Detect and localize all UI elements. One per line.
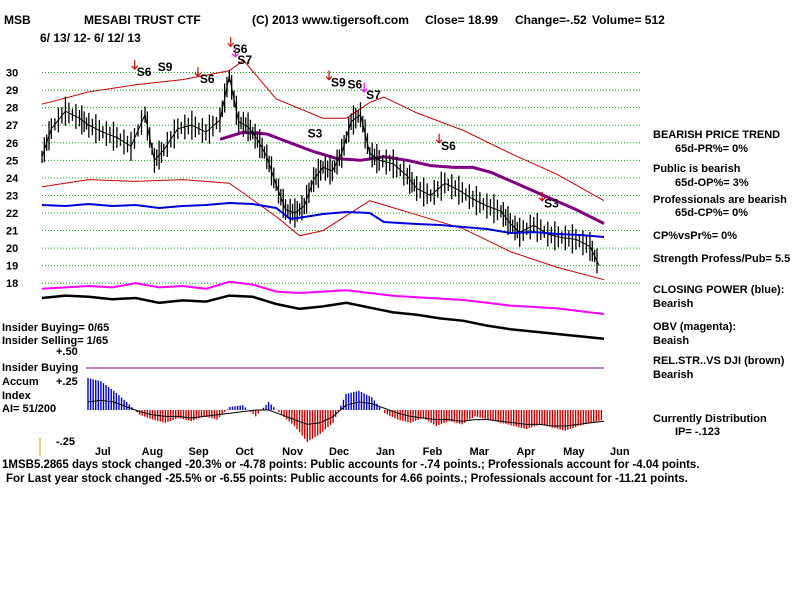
obv-line — [41, 280, 605, 315]
month-label-jun: Jun — [610, 446, 630, 458]
signal-label-3: S6 — [233, 42, 248, 56]
y-axis-ticks: 30 29 28 27 26 25 24 23 22 21 20 19 18 — [6, 68, 19, 291]
signal-label-1: S9 — [158, 60, 173, 74]
signal-label-6: S6 — [347, 77, 362, 91]
accumulation-index — [39, 367, 605, 456]
signal-label-5: S9 — [331, 76, 346, 90]
obv-status: Beaish — [653, 335, 689, 347]
pr-percent: 65d-PR%= 0% — [675, 143, 748, 155]
month-label-may: May — [563, 446, 585, 458]
lower-band-line — [41, 179, 605, 281]
ticker-label: MSB — [4, 13, 31, 27]
signal-label-7: S7 — [366, 88, 381, 102]
moving-average-line — [219, 130, 605, 225]
relstr-status: Bearish — [653, 369, 694, 381]
bottom-line-2: For Last year stock changed -25.5% or -6… — [6, 473, 688, 485]
y-tick-25: 25 — [6, 155, 18, 167]
closing-power-line — [41, 201, 605, 238]
relative-strength-line — [41, 294, 605, 341]
signal-arrow-9 — [435, 133, 443, 144]
distribution-status: Currently Distribution — [653, 413, 767, 425]
index-label: Index — [2, 390, 32, 402]
insider-buying-label: Insider Buying — [2, 362, 78, 374]
signal-label-0: S6 — [137, 65, 152, 79]
date-range: 6/ 13/ 12- 6/ 12/ 13 — [40, 31, 141, 45]
cp-vs-pr: CP%vsPr%= 0% — [653, 230, 737, 242]
strength-ratio: Strength Profess/Pub= 5.5 — [653, 253, 790, 265]
month-label-jul: Jul — [95, 446, 111, 458]
month-label-oct: Oct — [235, 446, 254, 458]
indicator-lines — [41, 201, 605, 341]
cp-percent: 65d-CP%= 0% — [675, 207, 748, 219]
signal-label-10: S3 — [544, 197, 559, 211]
relstr-label: REL.STR..VS DJI (brown) — [653, 355, 785, 367]
signal-arrow-0 — [131, 60, 139, 70]
upper-band-line — [41, 59, 605, 202]
company-name: MESABI TRUST CTF — [84, 13, 201, 27]
signal-arrow-7 — [360, 82, 368, 93]
professionals-status: Professionals are bearish — [653, 194, 787, 206]
op-percent: 65d-OP%= 3% — [675, 177, 749, 189]
signal-label-9: S6 — [441, 139, 456, 153]
month-label-aug: Aug — [142, 446, 163, 458]
signal-arrow-10 — [538, 191, 546, 202]
y-tick-26: 26 — [6, 138, 18, 150]
y-tick-29: 29 — [6, 85, 18, 97]
ip-value: IP= -.123 — [675, 426, 720, 438]
public-status: Public is bearish — [653, 163, 741, 175]
month-label-apr: Apr — [516, 446, 536, 458]
y-tick-28: 28 — [6, 103, 18, 115]
signal-arrow-2 — [194, 67, 202, 77]
ai-label: AI= 51/200 — [2, 403, 56, 415]
closing-power-status: Bearish — [653, 298, 694, 310]
y-tick-23: 23 — [6, 190, 18, 202]
y-tick-24: 24 — [6, 173, 19, 185]
month-label-sep: Sep — [189, 446, 209, 458]
insider-selling-count: Insider Selling= 1/65 — [2, 335, 108, 347]
signal-label-8: S3 — [308, 127, 323, 141]
y-tick-20: 20 — [6, 243, 18, 255]
y-tick-18: 18 — [6, 278, 18, 290]
obv-label: OBV (magenta): — [653, 321, 736, 333]
plus25-label: +.25 — [56, 376, 78, 388]
volume-value: Volume= 512 — [592, 13, 665, 27]
trend-title: BEARISH PRICE TREND — [653, 129, 780, 141]
change-value: Change=-.52 — [515, 13, 587, 27]
signal-arrow-4 — [231, 47, 239, 58]
signal-label-4: S7 — [237, 53, 252, 67]
accum-label: Accum — [2, 376, 39, 388]
copyright: (C) 2013 www.tigersoft.com — [252, 13, 409, 27]
y-tick-22: 22 — [6, 208, 18, 220]
y-tick-21: 21 — [6, 226, 18, 238]
close-value: Close= 18.99 — [425, 13, 498, 27]
minus25-label: -.25 — [56, 436, 75, 448]
month-label-dec: Dec — [329, 446, 349, 458]
month-label-jan: Jan — [376, 446, 395, 458]
insider-buying-count: Insider Buying= 0/65 — [2, 322, 109, 334]
signal-arrow-3 — [227, 37, 235, 48]
month-label-nov: Nov — [282, 446, 304, 458]
month-label-feb: Feb — [423, 446, 443, 458]
signal-arrow-5 — [325, 70, 333, 81]
y-tick-30: 30 — [6, 68, 18, 80]
month-label-mar: Mar — [470, 446, 490, 458]
accum-average-line — [87, 399, 605, 427]
price-close-line — [41, 75, 600, 266]
y-tick-27: 27 — [6, 120, 18, 132]
bottom-overlap: 1MSB5.28 — [2, 459, 57, 471]
closing-power-label: CLOSING POWER (blue): — [653, 284, 784, 296]
bottom-line-1: 65 days stock changed -20.3% or -4.78 po… — [56, 459, 700, 471]
signal-label-2: S6 — [200, 72, 215, 86]
y-tick-19: 19 — [6, 261, 18, 273]
plus50-label: +.50 — [56, 346, 78, 358]
month-labels: Jul Aug Sep Oct Nov Dec Jan Feb Mar Apr May Jun — [95, 446, 630, 458]
price-bands — [41, 59, 605, 281]
